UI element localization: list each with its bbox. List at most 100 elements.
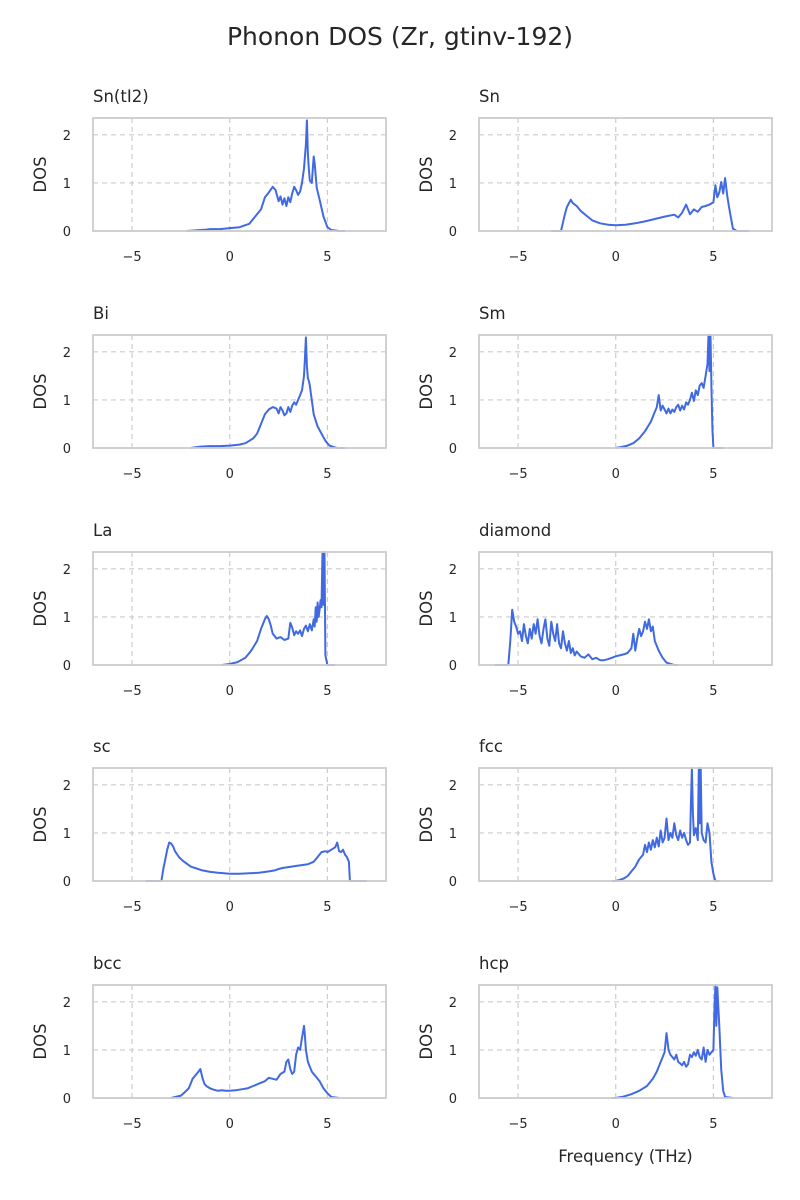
- panel-title: fcc: [479, 737, 503, 756]
- y-tick-label: 2: [63, 129, 71, 144]
- y-axis-label: DOS: [417, 373, 436, 409]
- panel-title: diamond: [479, 521, 551, 540]
- y-tick-label: 1: [449, 827, 457, 842]
- y-tick-label: 2: [63, 563, 71, 578]
- y-axis-label: DOS: [417, 156, 436, 192]
- y-tick-label: 2: [449, 996, 457, 1011]
- x-tick-label: 5: [323, 1117, 331, 1132]
- x-tick-label: 0: [612, 1117, 620, 1132]
- y-tick-label: 1: [449, 611, 457, 626]
- x-tick-label: 0: [226, 467, 234, 482]
- y-tick-label: 0: [449, 659, 457, 674]
- y-tick-label: 1: [63, 1044, 71, 1059]
- x-tick-label: 0: [226, 1117, 234, 1132]
- x-tick-label: 0: [226, 684, 234, 699]
- dos-line: [186, 119, 345, 232]
- dos-line: [170, 1024, 340, 1099]
- y-axis-label: DOS: [417, 590, 436, 626]
- x-tick-label: −5: [508, 684, 527, 699]
- x-tick-label: −5: [508, 250, 527, 265]
- x-tick-label: 5: [709, 467, 717, 482]
- panel-title: La: [93, 521, 112, 540]
- y-tick-label: 0: [63, 659, 71, 674]
- y-tick-label: 1: [449, 394, 457, 409]
- y-tick-label: 2: [449, 129, 457, 144]
- y-axis-label: DOS: [31, 1023, 50, 1059]
- y-axis-label: DOS: [417, 1023, 436, 1059]
- panel-title: hcp: [479, 954, 509, 973]
- panel-hcp: hcp −5 0 5 0 1 2 DOS Frequency (THz): [417, 954, 773, 1166]
- panel-title: Bi: [93, 304, 109, 323]
- x-tick-label: 0: [612, 467, 620, 482]
- x-tick-label: −5: [122, 900, 141, 915]
- panel-title: Sn: [479, 87, 500, 106]
- dos-line: [611, 984, 734, 1099]
- panel-bi: Bi −5 0 5 0 1 2 DOS: [31, 304, 387, 482]
- dos-line: [611, 767, 720, 882]
- y-tick-label: 2: [63, 346, 71, 361]
- y-tick-label: 2: [63, 996, 71, 1011]
- y-tick-label: 1: [63, 394, 71, 409]
- y-tick-label: 0: [449, 875, 457, 890]
- x-tick-label: 5: [323, 467, 331, 482]
- x-tick-label: −5: [508, 900, 527, 915]
- y-tick-label: 0: [449, 1092, 457, 1107]
- dos-line: [221, 551, 336, 666]
- y-tick-label: 1: [63, 827, 71, 842]
- x-tick-label: 0: [612, 900, 620, 915]
- axes-frame: [92, 551, 387, 666]
- dos-line: [494, 608, 679, 666]
- panel-title: bcc: [93, 954, 122, 973]
- panel-diamond: diamond −5 0 5 0 1 2 DOS: [417, 521, 773, 699]
- y-tick-label: 0: [63, 875, 71, 890]
- x-tick-label: 5: [323, 250, 331, 265]
- figure-title: Phonon DOS (Zr, gtinv-192): [227, 22, 573, 51]
- x-tick-label: 0: [226, 250, 234, 265]
- dos-line: [551, 177, 749, 232]
- y-tick-label: 1: [63, 177, 71, 192]
- y-tick-label: 0: [63, 225, 71, 240]
- panel-fcc: fcc −5 0 5 0 1 2 DOS: [417, 737, 773, 915]
- y-axis-label: DOS: [31, 806, 50, 842]
- axes-frame: [478, 117, 773, 232]
- x-tick-label: −5: [122, 684, 141, 699]
- y-tick-label: 2: [449, 779, 457, 794]
- x-tick-label: 0: [612, 250, 620, 265]
- panel-sn: Sn −5 0 5 0 1 2 DOS: [417, 87, 773, 265]
- panel-title: Sn(tI2): [93, 87, 149, 106]
- axes-frame: [92, 767, 387, 882]
- axes-frame: [92, 984, 387, 1099]
- x-tick-label: −5: [122, 467, 141, 482]
- y-tick-label: 1: [449, 177, 457, 192]
- panels-group: Sn(tI2) −5 0 5 0 1 2 DOS Sn −5 0 5 0 1 2 DOS Bi −5 0 5 0 1 2 DO…: [31, 87, 773, 1166]
- y-axis-label: DOS: [31, 590, 50, 626]
- x-tick-label: −5: [508, 467, 527, 482]
- y-tick-label: 0: [449, 442, 457, 457]
- y-tick-label: 2: [449, 563, 457, 578]
- axes-frame: [478, 334, 773, 449]
- x-tick-label: 5: [709, 684, 717, 699]
- axes-frame: [478, 767, 773, 882]
- y-axis-label: DOS: [31, 156, 50, 192]
- panel-title: sc: [93, 737, 111, 756]
- x-tick-label: 5: [323, 684, 331, 699]
- axes-frame: [92, 334, 387, 449]
- axes-frame: [478, 551, 773, 666]
- y-tick-label: 0: [63, 1092, 71, 1107]
- y-tick-label: 2: [449, 346, 457, 361]
- y-tick-label: 1: [449, 1044, 457, 1059]
- x-axis-label: Frequency (THz): [558, 1147, 693, 1166]
- panel-sm: Sm −5 0 5 0 1 2 DOS: [417, 304, 773, 482]
- y-axis-label: DOS: [31, 373, 50, 409]
- panel-sn-ti2-: Sn(tI2) −5 0 5 0 1 2 DOS: [31, 87, 387, 265]
- axes-frame: [92, 117, 387, 232]
- x-tick-label: 5: [709, 250, 717, 265]
- x-tick-label: −5: [122, 1117, 141, 1132]
- panel-bcc: bcc −5 0 5 0 1 2 DOS: [31, 954, 387, 1132]
- x-tick-label: 0: [612, 684, 620, 699]
- y-tick-label: 0: [449, 225, 457, 240]
- x-tick-label: −5: [122, 250, 141, 265]
- panel-title: Sm: [479, 304, 506, 323]
- y-tick-label: 2: [63, 779, 71, 794]
